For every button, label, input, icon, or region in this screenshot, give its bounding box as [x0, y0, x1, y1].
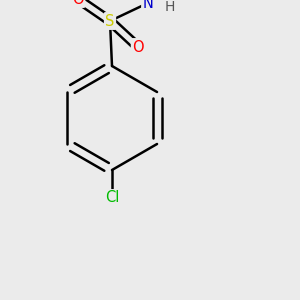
Text: Cl: Cl [105, 190, 119, 206]
Text: H: H [165, 0, 175, 14]
Text: O: O [72, 0, 84, 7]
Text: S: S [105, 14, 115, 28]
Text: N: N [142, 0, 153, 11]
Text: O: O [132, 40, 144, 55]
